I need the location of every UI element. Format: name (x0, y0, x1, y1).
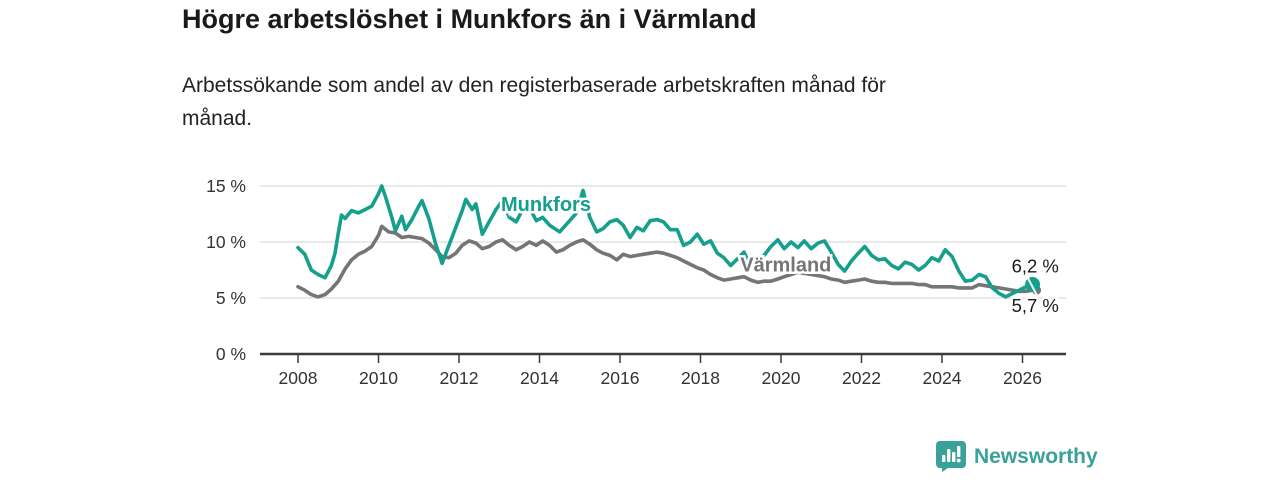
chart-title: Högre arbetslöshet i Munkfors än i Värml… (182, 4, 757, 34)
x-tick-label-2016: 2016 (601, 368, 640, 388)
series-line-varmland (296, 224, 1035, 299)
end-value-label-varmland: 5,7 % (1012, 295, 1059, 316)
series-line-munkfors (296, 184, 1035, 299)
end-dot-munkfors (1025, 277, 1041, 293)
newsworthy-logo[interactable]: Newsworthy (936, 441, 1098, 472)
newsworthy-logo-text: Newsworthy (974, 444, 1098, 468)
x-tick-label-2020: 2020 (762, 368, 801, 388)
x-tick-label-2026: 2026 (1003, 368, 1042, 388)
chart-subtitle: Arbetssökande som andel av den registerb… (182, 69, 1082, 135)
x-tick-label-2008: 2008 (279, 368, 318, 388)
series-label-varmland: Värmland (740, 254, 831, 276)
y-tick-label-5: 5 % (216, 288, 246, 308)
end-value-label-munkfors: 6,2 % (1012, 256, 1059, 277)
newsworthy-chart-bubble-icon (936, 441, 966, 472)
x-tick-label-2012: 2012 (440, 368, 479, 388)
chart-subtitle-line-2: månad. (182, 107, 253, 130)
y-tick-label-10: 10 % (206, 232, 246, 252)
x-tick-label-2018: 2018 (681, 368, 720, 388)
chart-subtitle-line-1: Arbetssökande som andel av den registerb… (182, 74, 886, 97)
x-tick-label-2024: 2024 (923, 368, 962, 388)
series-label-munkfors: Munkfors (501, 194, 591, 216)
end-dot-leader-line (1024, 273, 1039, 298)
y-tick-label-0: 0 % (216, 344, 246, 364)
x-tick-label-2014: 2014 (520, 368, 559, 388)
y-tick-label-15: 15 % (206, 176, 246, 196)
x-tick-label-2022: 2022 (842, 368, 881, 388)
x-tick-label-2010: 2010 (359, 368, 398, 388)
